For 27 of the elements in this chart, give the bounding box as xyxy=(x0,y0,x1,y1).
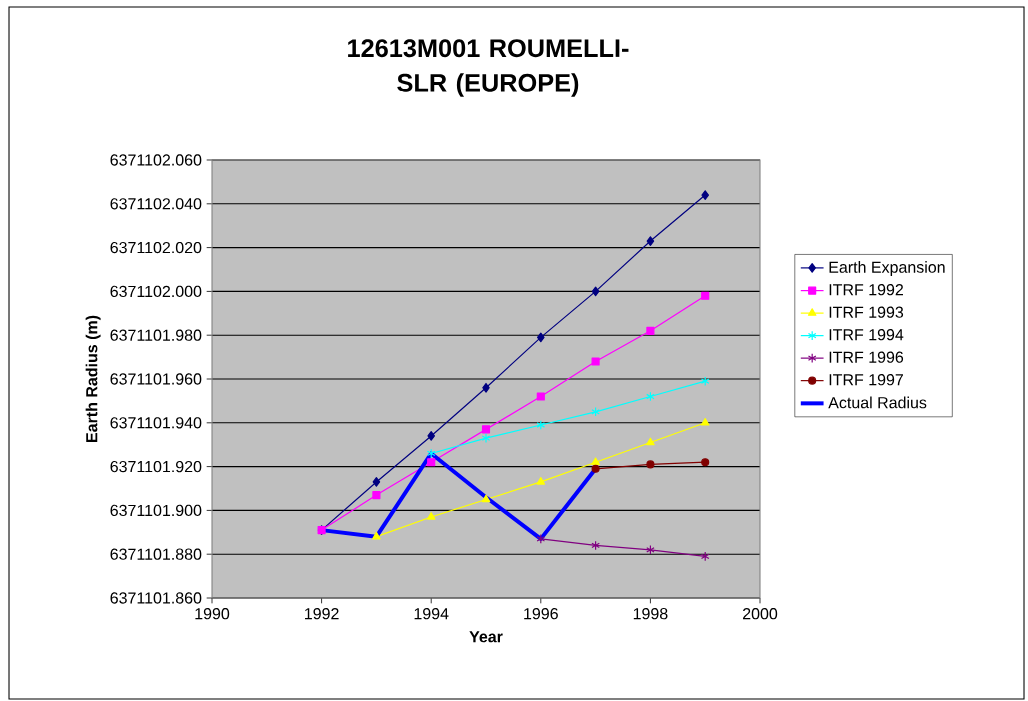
x-tick-label: 1996 xyxy=(524,608,558,620)
x-tick-label: 1992 xyxy=(305,608,339,620)
legend-label: ITRF 1994 xyxy=(829,329,904,341)
legend-label: ITRF 1992 xyxy=(829,284,903,296)
legend-label: ITRF 1997 xyxy=(829,374,903,386)
y-tick-label: 6371102.020 xyxy=(110,241,202,254)
legend-label: ITRF 1996 xyxy=(829,351,904,363)
y-tick-label: 6371101.940 xyxy=(110,417,202,429)
y-tick-label: 6371102.040 xyxy=(110,198,202,210)
y-tick-label: 6371101.900 xyxy=(110,504,202,517)
y-tick-label: 6371101.860 xyxy=(110,592,202,604)
x-tick-label: 2000 xyxy=(743,608,778,620)
y-tick-label: 6371101.980 xyxy=(110,329,202,341)
y-tick-label: 6371102.060 xyxy=(110,154,202,166)
y-tick-label: 6371101.880 xyxy=(110,548,202,560)
x-tick-label: 1990 xyxy=(195,608,230,620)
x-tick-label: 1994 xyxy=(414,608,449,620)
y-axis-title: Earth Radius (m) xyxy=(85,315,101,442)
y-tick-label: 6371101.960 xyxy=(110,373,202,385)
chart-title: 12613M001 ROUMELLI-SLR (EUROPE) xyxy=(348,39,629,97)
legend-label: Actual Radius xyxy=(828,396,927,409)
legend-label: ITRF 1993 xyxy=(829,306,904,318)
y-tick-label: 6371101.920 xyxy=(110,460,202,473)
x-axis-title: Year xyxy=(469,631,503,643)
legend-label: Earth Expansion xyxy=(829,261,945,277)
y-tick-label: 6371102.000 xyxy=(110,285,202,298)
x-tick-label: 1998 xyxy=(633,608,668,620)
